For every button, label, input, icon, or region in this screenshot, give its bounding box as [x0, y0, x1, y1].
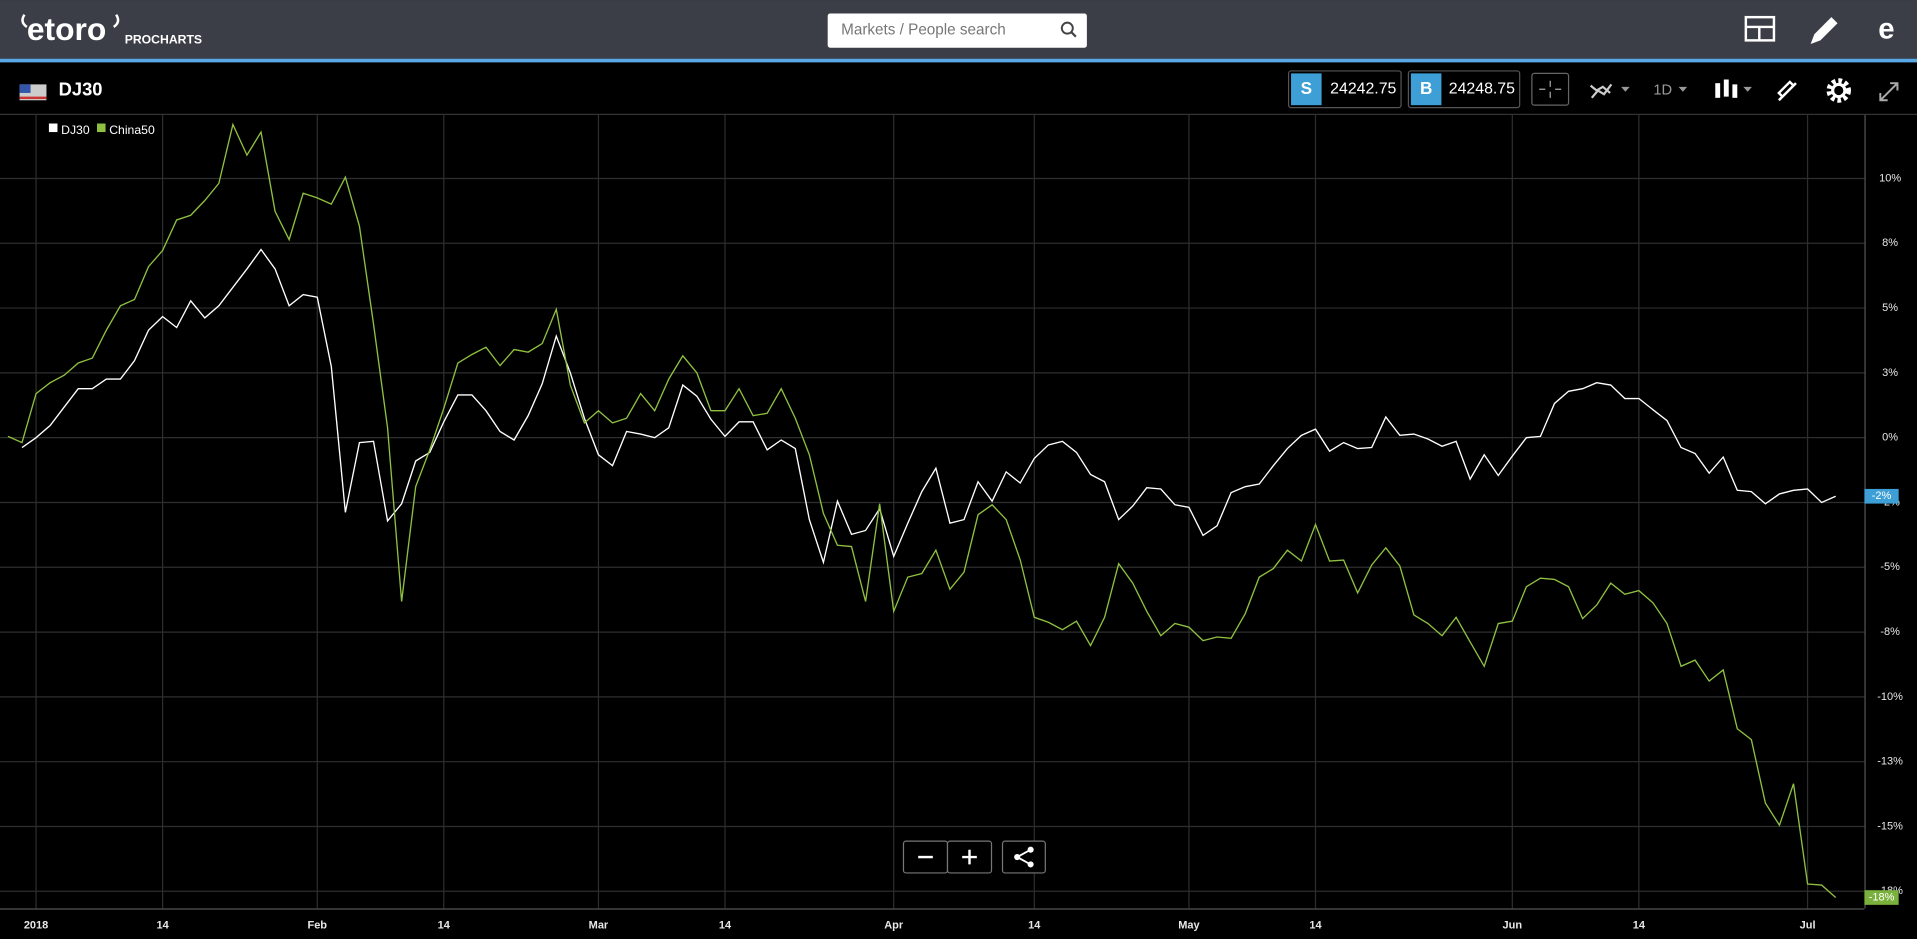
x-tick-label: 14 [719, 919, 732, 931]
x-tick-label: 14 [156, 919, 169, 931]
search-icon[interactable] [1060, 21, 1074, 35]
toolbar [0, 63, 1917, 115]
layout-button[interactable] [1744, 15, 1776, 42]
y-tick-label: -15% [1877, 820, 1903, 832]
header-accent [0, 58, 1917, 63]
x-tick-label: Feb [307, 919, 327, 931]
y-tick-label: -5% [1880, 561, 1900, 573]
instrument-name: DJ30 [59, 78, 103, 99]
x-tick-label: Apr [884, 919, 904, 931]
value-label-box [1864, 488, 1899, 504]
x-tick-label: Jun [1503, 919, 1523, 931]
zoom-in-button[interactable] [946, 840, 993, 874]
logo-sub: PROCHARTS [125, 33, 202, 47]
y-tick-label: 5% [1882, 302, 1898, 314]
plot: 10% 8% 5% 3% 0% -2% -5% -8% -10% -13% -15% -18% 2018… [0, 114, 1903, 931]
x-tick-label: 14 [1028, 919, 1041, 931]
y-tick-label: -10% [1877, 691, 1903, 703]
drawing-tools[interactable] [1777, 80, 1797, 102]
compare-button[interactable] [1589, 83, 1613, 99]
series-line [7, 122, 1837, 899]
compare-dropdown[interactable] [1621, 86, 1630, 92]
logo[interactable]: etoro [27, 11, 106, 47]
search-icon-handle [1070, 31, 1077, 38]
value-label: -18% [1869, 891, 1895, 903]
search-box[interactable] [827, 13, 1087, 48]
settings-core [1831, 82, 1847, 99]
legend-swatch [96, 123, 106, 133]
value-label-box [1864, 890, 1899, 905]
buy-label: B [1420, 79, 1432, 98]
sell-price: 24242.75 [1330, 80, 1396, 97]
profile-button[interactable]: e [1878, 12, 1894, 45]
sell-label: S [1301, 79, 1312, 98]
y-tick-label: 3% [1882, 367, 1898, 379]
search-placeholder: Markets / People search [841, 22, 1006, 39]
y-tick-label: -13% [1877, 756, 1903, 768]
crosshair-button[interactable] [1531, 72, 1570, 106]
value-label: -2% [1872, 490, 1892, 502]
sell-badge [1291, 73, 1322, 106]
timeframe[interactable]: 1D [1653, 82, 1672, 98]
buy-badge [1410, 73, 1442, 106]
zoom-out-button[interactable] [902, 840, 949, 874]
x-tick-label: 14 [1633, 919, 1646, 931]
x-tick-label: May [1178, 919, 1200, 931]
timeframe-dropdown[interactable] [1678, 86, 1688, 92]
share-button[interactable] [1001, 840, 1046, 874]
x-tick-label: Mar [589, 919, 609, 931]
x-tick-label: 14 [438, 919, 451, 931]
legend-swatch [48, 123, 58, 133]
flag-icon [19, 84, 47, 101]
series-line [21, 248, 1836, 565]
chart-type-button[interactable] [1715, 79, 1752, 98]
x-tick-label: 2018 [24, 919, 48, 931]
y-tick-label: 8% [1882, 237, 1898, 249]
buy-price: 24248.75 [1449, 80, 1515, 97]
legend-label: China50 [109, 123, 155, 137]
y-tick-label: 0% [1882, 432, 1898, 444]
legend-label: DJ30 [61, 123, 90, 137]
logo-horns [21, 14, 120, 28]
x-tick-label: 14 [1309, 919, 1322, 931]
y-tick-label: -8% [1880, 626, 1900, 638]
edit-button[interactable] [1810, 17, 1838, 45]
y-tick-label: 10% [1879, 172, 1901, 184]
settings-button[interactable] [1826, 78, 1851, 103]
x-tick-label: Jul [1800, 919, 1816, 931]
fullscreen-button[interactable] [1879, 82, 1899, 102]
